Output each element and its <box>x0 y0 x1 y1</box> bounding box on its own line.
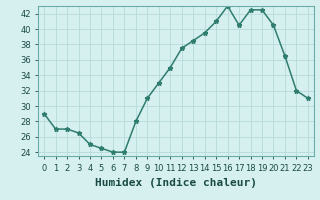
X-axis label: Humidex (Indice chaleur): Humidex (Indice chaleur) <box>95 178 257 188</box>
